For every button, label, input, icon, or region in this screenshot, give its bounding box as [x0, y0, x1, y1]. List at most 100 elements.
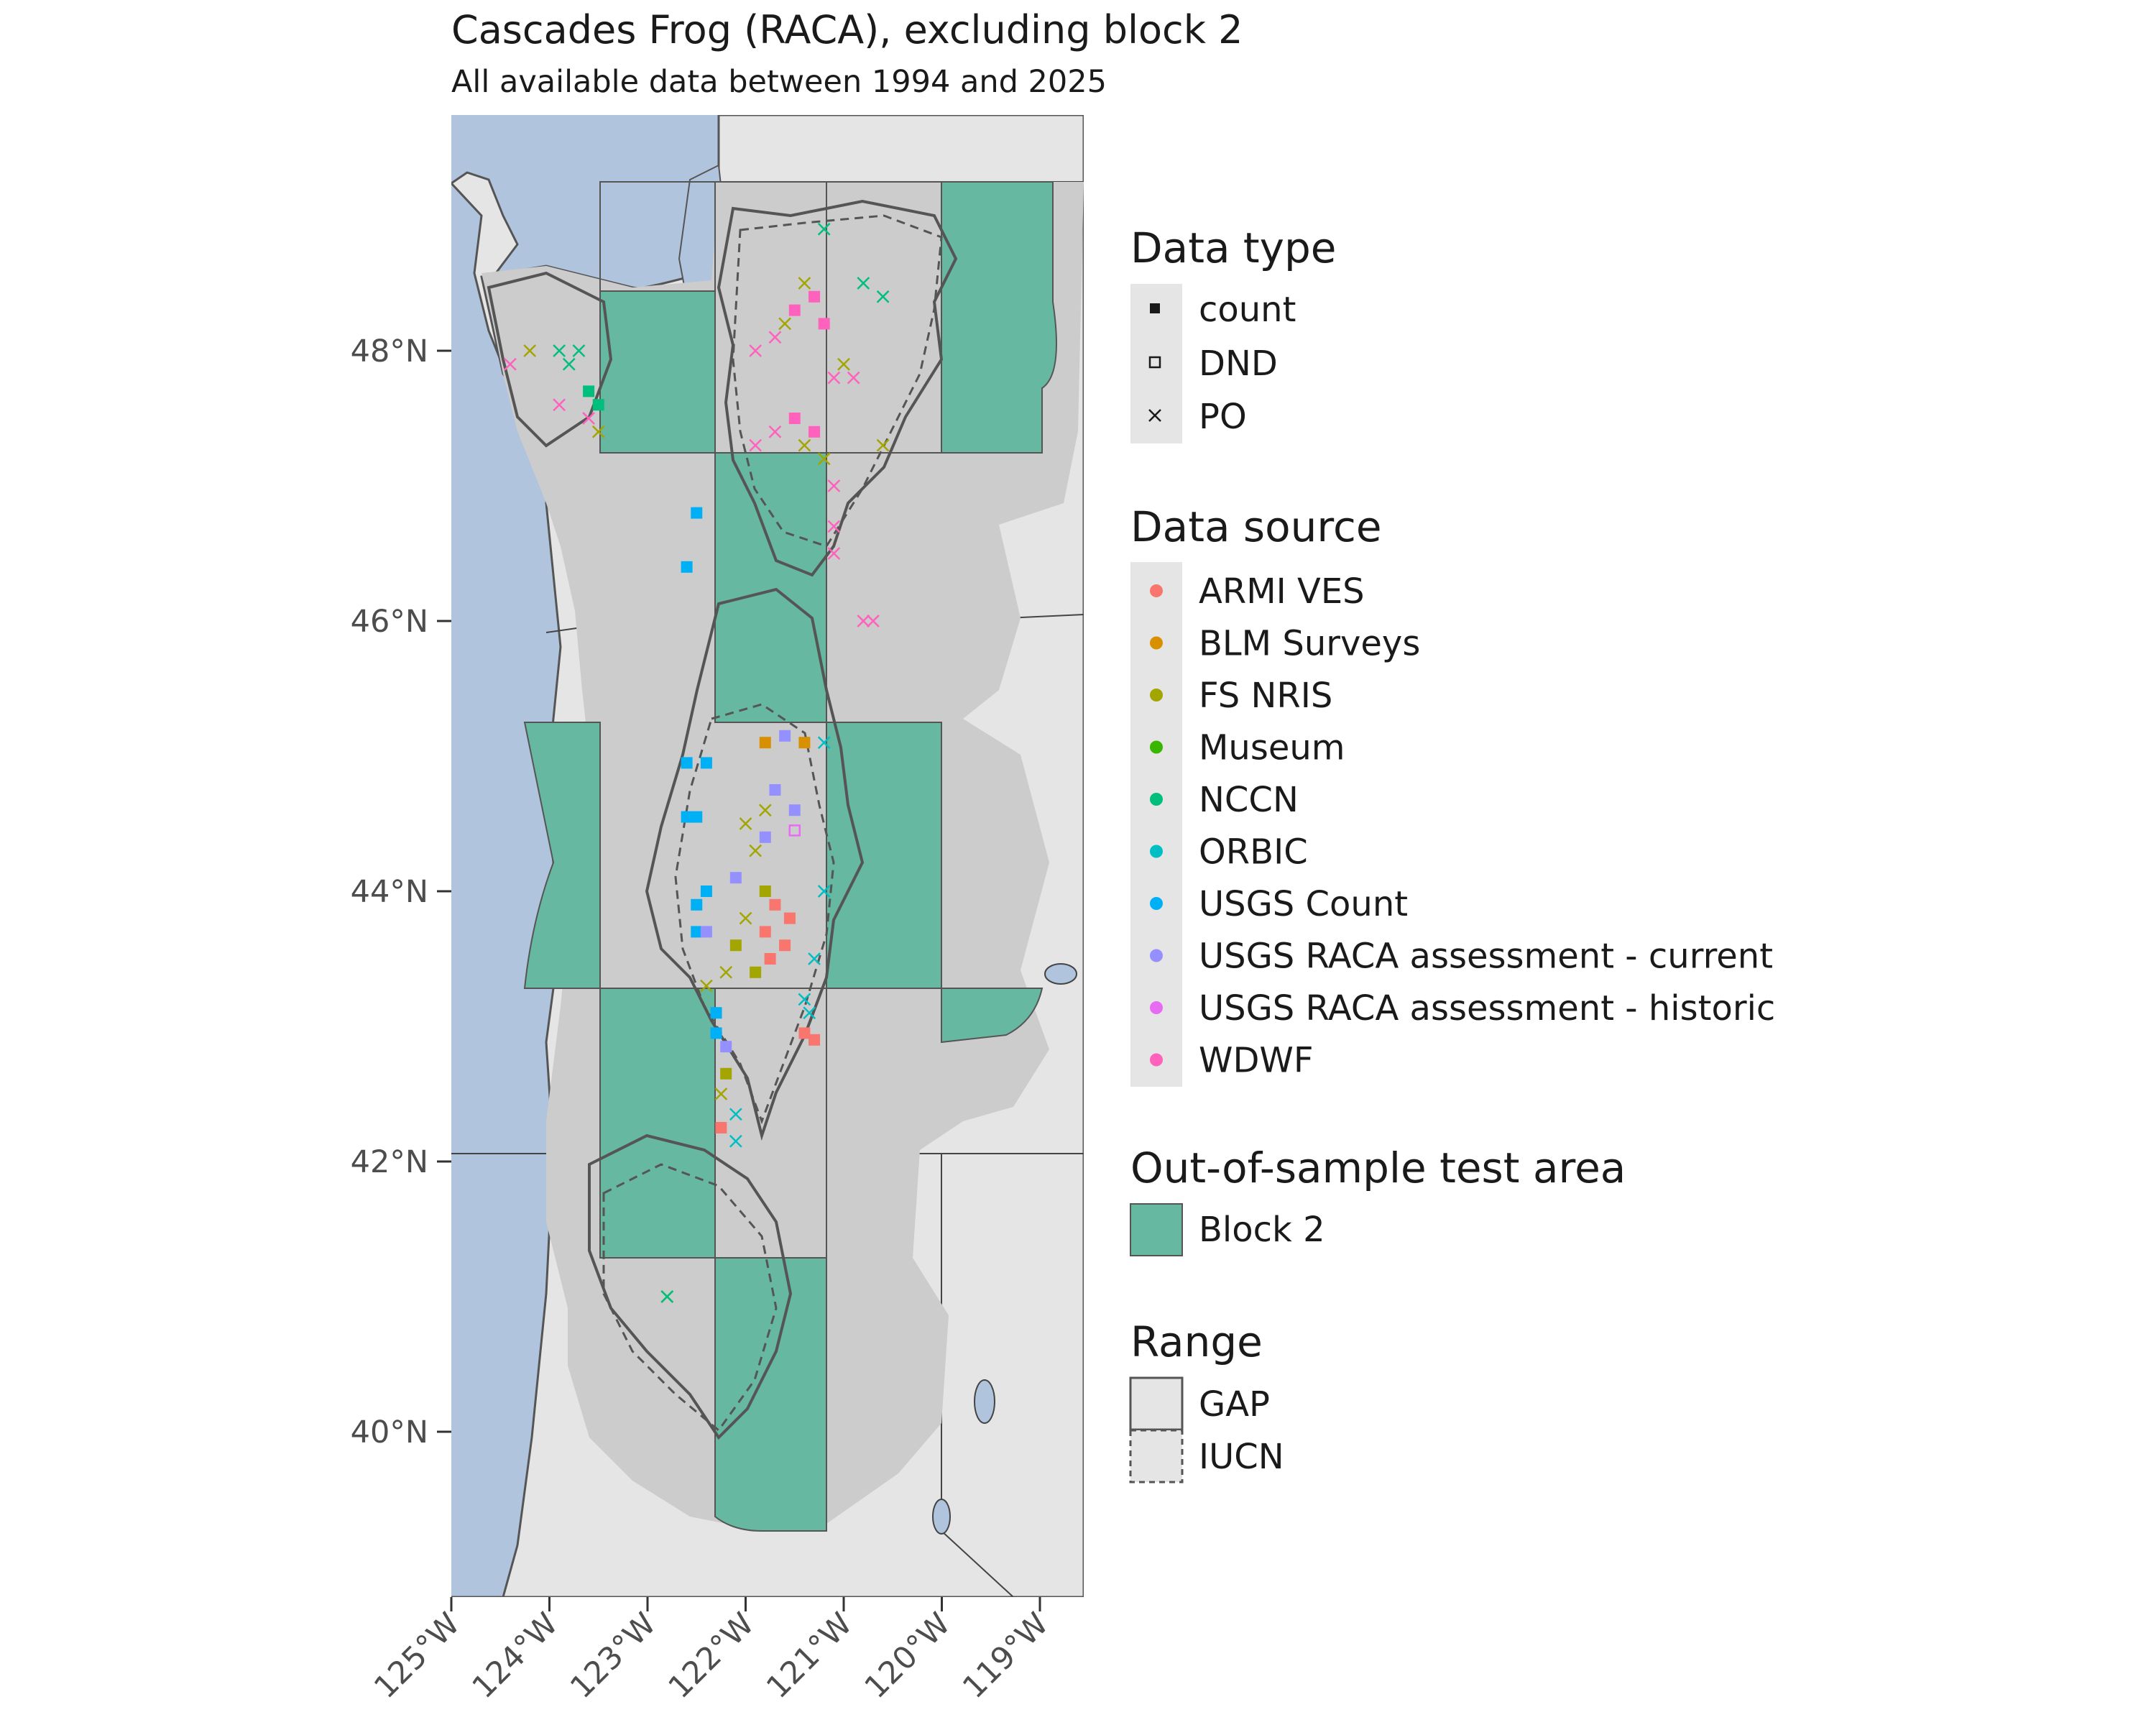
count-point: [779, 939, 791, 952]
legend-title-test-area: Out-of-sample test area: [1130, 1144, 1626, 1192]
y-tick-label: 48°N: [351, 334, 428, 369]
x-tick-label: 120°W: [858, 1606, 958, 1706]
count-point: [764, 953, 776, 965]
gap-swatch: [1129, 1376, 1184, 1431]
count-point: [691, 811, 703, 823]
x-tick-label: 121°W: [760, 1606, 860, 1706]
source-color-dot: [1150, 845, 1163, 858]
gap-range-klamath: [588, 1133, 793, 1440]
po-point: [876, 438, 890, 452]
count-point: [681, 811, 693, 823]
x-tick-label: 124°W: [466, 1606, 566, 1706]
legend-item-source: BLM Surveys: [1199, 624, 1420, 664]
po-point: [749, 344, 763, 357]
legend-item-count: count: [1199, 290, 1296, 330]
chart-title: Cascades Frog (RACA), excluding block 2: [451, 7, 1243, 52]
count-point: [729, 872, 742, 884]
count-point: [700, 886, 712, 897]
po-point: [837, 357, 850, 371]
count-point: [818, 318, 830, 330]
legend: Data type count DND PO Data source ARMI …: [1129, 224, 1775, 1484]
block-2-swatch: [1130, 1203, 1183, 1256]
po-point: [700, 979, 713, 993]
x-tick-label: 122°W: [662, 1606, 762, 1706]
po-point: [817, 222, 831, 236]
count-point: [729, 939, 742, 952]
count-point: [691, 507, 703, 519]
po-point: [827, 371, 841, 385]
legend-item-block-2: Block 2: [1199, 1210, 1325, 1250]
legend-item-source: USGS RACA assessment - historic: [1199, 988, 1775, 1029]
count-point: [700, 926, 712, 938]
po-point: [827, 479, 841, 492]
legend-item-gap: GAP: [1199, 1384, 1270, 1425]
po-point: [749, 438, 763, 452]
legend-item-source: Museum: [1199, 728, 1345, 768]
source-color-dot: [1150, 897, 1163, 910]
legend-item-source: ORBIC: [1199, 832, 1308, 873]
occurrence-points: [504, 222, 890, 1303]
po-point: [729, 1134, 742, 1148]
po-point: [817, 885, 831, 898]
count-point: [769, 898, 781, 911]
legend-item-source: FS NRIS: [1199, 676, 1332, 716]
y-tick-label: 44°N: [351, 874, 428, 910]
y-tick-label: 46°N: [351, 604, 428, 640]
po-point: [857, 277, 870, 290]
count-point: [759, 926, 771, 938]
po-point: [827, 520, 841, 533]
legend-item-source: NCCN: [1199, 780, 1299, 820]
count-point: [769, 784, 781, 796]
count-point: [798, 1027, 811, 1039]
count-point: [681, 561, 693, 573]
count-point: [798, 737, 811, 749]
y-tick-label: 42°N: [351, 1144, 428, 1180]
po-point: [523, 344, 537, 357]
chart-subtitle: All available data between 1994 and 2025: [451, 64, 1107, 100]
dnd-symbol: [1148, 356, 1161, 369]
legend-item-dnd: DND: [1199, 344, 1278, 384]
po-point: [739, 817, 752, 830]
y-tick-label: 40°N: [351, 1414, 428, 1450]
po-point: [808, 952, 821, 965]
po-point: [562, 357, 576, 371]
count-point: [691, 926, 703, 938]
po-point: [714, 1087, 728, 1100]
count-point: [808, 426, 821, 438]
legend-title-data-source: Data source: [1130, 502, 1382, 551]
po-point: [660, 1290, 674, 1303]
source-color-dot: [1150, 949, 1163, 962]
source-color-dot: [1150, 793, 1163, 806]
count-point: [779, 730, 791, 742]
block-cell-neutral: [826, 181, 942, 454]
source-color-dot: [1150, 740, 1163, 754]
po-point: [572, 344, 586, 357]
x-tick-label: 123°W: [563, 1606, 663, 1706]
count-point: [720, 1041, 732, 1053]
count-point: [592, 399, 604, 411]
po-point: [591, 425, 605, 438]
po-point: [749, 844, 763, 857]
count-point: [750, 966, 762, 978]
count-point: [759, 737, 771, 749]
x-tick-label: 125°W: [367, 1606, 467, 1706]
count-point: [710, 1007, 722, 1019]
count-point: [681, 757, 693, 769]
iucn-range-klamath: [602, 1163, 778, 1432]
legend-item-po: PO: [1199, 397, 1247, 437]
count-point: [808, 290, 821, 303]
x-tick-label: 119°W: [956, 1606, 1056, 1706]
source-color-dot: [1150, 1053, 1163, 1067]
po-point: [876, 290, 890, 303]
source-color-dot: [1150, 584, 1163, 597]
count-symbol: [1150, 303, 1160, 313]
po-point: [867, 615, 880, 627]
count-point: [720, 1067, 732, 1080]
po-point: [719, 965, 733, 979]
count-point: [759, 831, 771, 843]
y-axis: 40°N 42°N 44°N 46°N 48°N: [351, 334, 451, 1450]
count-point: [788, 304, 801, 316]
po-point: [758, 804, 772, 817]
po-point: [778, 317, 791, 331]
